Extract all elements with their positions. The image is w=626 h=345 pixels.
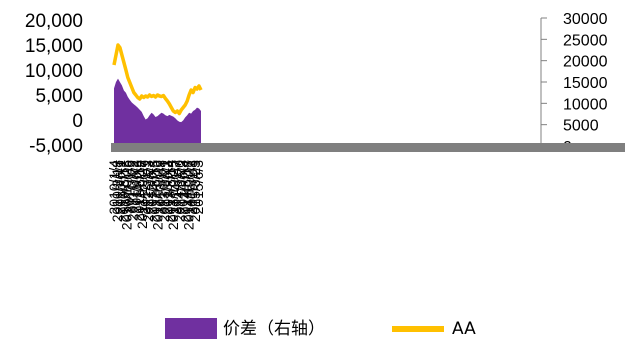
left-axis-tick-label: 10,000	[25, 61, 83, 82]
x-axis-tick-label: 2010/8/12	[115, 160, 131, 222]
right-axis-tick-label: 5000	[563, 118, 599, 135]
right-axis-tick-label: 10000	[563, 96, 608, 113]
x-axis-tick-label: 2014/6/3	[174, 160, 190, 215]
right-axis-tick-label: 15000	[563, 75, 608, 92]
x-axis-tick-label: 2010/6/1	[112, 160, 128, 215]
x-axis-tick-label: 2013/10/25	[165, 160, 181, 230]
x-axis-tick-label: 2011/10/27	[134, 160, 150, 229]
series-aa-line	[112, 43, 203, 116]
x-axis-tick-label: 2012/1/9	[137, 160, 153, 215]
x-axis-tick-label: 2014/8/14	[178, 160, 194, 222]
x-axis-tick-label: 2010/10/25	[118, 160, 134, 230]
legend-label-aa: AA	[452, 319, 476, 339]
x-axis-tick-label: 2011/6/2	[128, 160, 144, 214]
x-axis-tick-label: 2012/6/4	[143, 160, 159, 215]
left-axis-tick-label: 0	[72, 111, 83, 132]
left-axis-tick-label: 20,000	[25, 11, 83, 32]
legend: 价差（右轴） AA	[165, 318, 476, 339]
legend-swatch-price-spread	[165, 318, 217, 339]
x-axis-tick-label: 2014/10/27	[181, 160, 197, 230]
x-axis-tick-label: 2010/1/4	[106, 160, 122, 215]
x-axis: 2010/1/42010/3/182010/6/12010/8/122010/1…	[106, 160, 206, 230]
right-axis-tick-label: 30000	[563, 11, 608, 28]
right-axis-tick-label: 25000	[563, 32, 608, 49]
x-axis-tick-label: 2010/3/18	[109, 160, 125, 222]
series-price-spread-area	[114, 78, 201, 146]
x-axis-tick-label: 2012/10/26	[150, 160, 166, 230]
x-axis-tick-label: 2015/1/8	[184, 160, 200, 215]
left-axis-tick-label: 5,000	[35, 86, 83, 107]
x-axis-tick-label: 2013/1/8	[153, 160, 169, 215]
x-axis-tick-label: 2013/8/14	[162, 160, 178, 222]
x-axis-tick-label: 2013/6/3	[159, 160, 175, 215]
plot-area	[112, 43, 203, 146]
x-axis-tick-label: 2011/8/15	[131, 160, 147, 221]
x-axis-tick-label: 2012/8/15	[146, 160, 162, 222]
legend-label-price-spread: 价差（右轴）	[223, 319, 325, 339]
x-axis-tick-label: 2011/3/22	[125, 160, 141, 221]
left-axis-tick-label: -5,000	[29, 136, 83, 157]
x-axis-tick-label: 2014/3/20	[171, 160, 187, 222]
x-axis-tick-label: 2011/1/6	[122, 160, 138, 214]
x-axis-tick-label: 2015/3/23	[187, 160, 203, 222]
x-axis-tick-label: 2014/1/7	[168, 160, 184, 215]
x-axis-tick-label: 2015/6/3	[190, 160, 206, 215]
x-axis-tick-label: 2012/3/23	[140, 160, 156, 222]
right-axis-tick-label: 20000	[563, 54, 608, 71]
left-axis: 20,000 15,000 10,000 5,000 0 -5,000	[25, 11, 83, 157]
x-axis-tick-label: 2013/3/21	[156, 160, 172, 222]
left-axis-tick-label: 15,000	[25, 36, 83, 57]
x-axis-band	[111, 143, 625, 152]
right-axis: 300002500020000150001000050000	[541, 11, 608, 156]
